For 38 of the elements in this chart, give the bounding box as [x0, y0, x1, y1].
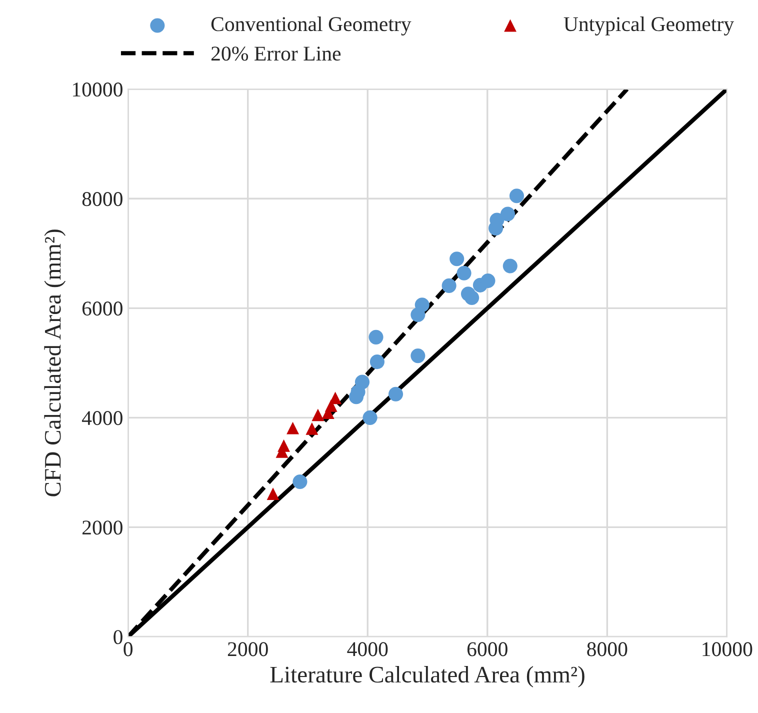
y-tick-label: 2000: [82, 520, 122, 535]
point: [354, 374, 370, 390]
point: [464, 290, 480, 306]
point: [509, 188, 524, 204]
y-tick-label: 0: [114, 630, 122, 644]
y-tick-label: 4000: [82, 411, 122, 426]
point: [362, 410, 378, 425]
y-tick-label: 6000: [82, 302, 122, 316]
x-tick-label: 2000: [228, 642, 268, 656]
x-tick-label: 6000: [467, 642, 508, 656]
point: [410, 348, 426, 364]
point: [266, 488, 280, 500]
point: [388, 386, 404, 402]
point: [414, 298, 430, 312]
x-tick-label: 0: [124, 642, 133, 656]
point: [278, 439, 290, 452]
x-tick-label: 10000: [702, 642, 752, 656]
legend-label: 20% Error Line: [211, 46, 341, 61]
x-axis-title: Literature Calculated Area (mm²): [270, 666, 584, 688]
point: [292, 474, 308, 490]
y-tick-label: 8000: [82, 192, 122, 206]
point: [502, 258, 518, 274]
x-tick-label: 8000: [587, 642, 628, 656]
legend-label: Conventional Geometry: [211, 16, 412, 36]
point: [286, 422, 299, 434]
point: [480, 273, 496, 288]
point: [306, 422, 318, 435]
legend-label: Untypical Geometry: [564, 16, 734, 36]
y-axis-title: CFD Calculated Area (mm²): [44, 230, 66, 496]
point: [368, 330, 384, 344]
point: [442, 278, 456, 293]
y-tick-label: 10000: [72, 82, 122, 97]
point: [500, 206, 516, 222]
point: [370, 354, 384, 370]
point: [450, 252, 464, 266]
point: [312, 408, 324, 422]
x-tick-label: 4000: [347, 642, 388, 656]
point: [456, 266, 472, 280]
